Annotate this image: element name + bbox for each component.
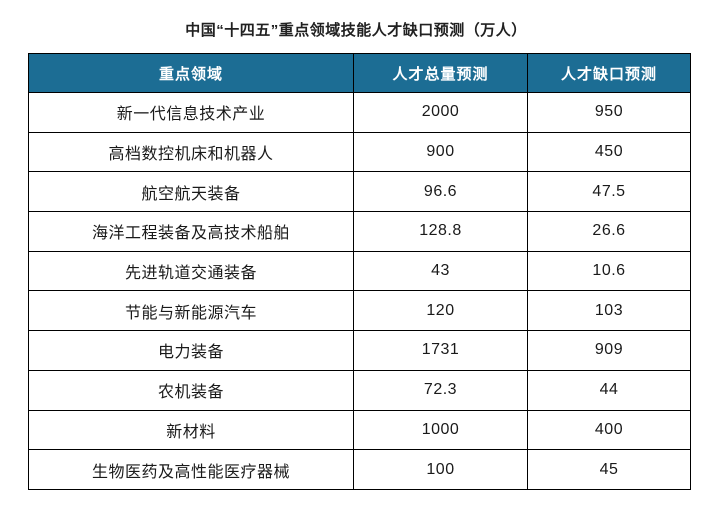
header-cell-total: 人才总量预测 — [353, 53, 528, 93]
cell-gap: 45 — [527, 449, 691, 490]
cell-field: 新一代信息技术产业 — [28, 92, 354, 133]
cell-total: 100 — [353, 449, 528, 490]
cell-field: 海洋工程装备及高技术船舶 — [28, 211, 354, 252]
table-header-row: 重点领域 人才总量预测 人才缺口预测 — [28, 53, 691, 93]
table-row: 高档数控机床和机器人 900 450 — [28, 131, 691, 173]
table-row: 新材料 1000 400 — [28, 409, 691, 451]
table-body: 新一代信息技术产业 2000 950 高档数控机床和机器人 900 450 航空… — [28, 92, 691, 490]
header-cell-gap: 人才缺口预测 — [527, 53, 691, 93]
page-title: 中国“十四五”重点领域技能人才缺口预测（万人） — [185, 22, 527, 39]
cell-field: 农机装备 — [28, 369, 354, 411]
cell-gap: 400 — [527, 409, 691, 451]
cell-gap: 26.6 — [527, 211, 691, 252]
cell-total: 1731 — [353, 330, 528, 371]
cell-total: 96.6 — [353, 171, 528, 213]
cell-total: 900 — [353, 131, 528, 173]
cell-gap: 103 — [527, 290, 691, 332]
header-cell-field: 重点领域 — [28, 53, 354, 93]
table-row: 节能与新能源汽车 120 103 — [28, 290, 691, 332]
cell-field: 新材料 — [28, 409, 354, 451]
cell-gap: 47.5 — [527, 171, 691, 213]
cell-field: 高档数控机床和机器人 — [28, 131, 354, 173]
cell-total: 43 — [353, 250, 528, 292]
table-row: 海洋工程装备及高技术船舶 128.8 26.6 — [28, 211, 691, 252]
table-row: 先进轨道交通装备 43 10.6 — [28, 250, 691, 292]
cell-field: 航空航天装备 — [28, 171, 354, 213]
cell-field: 节能与新能源汽车 — [28, 290, 354, 332]
cell-total: 128.8 — [353, 211, 528, 252]
cell-gap: 10.6 — [527, 250, 691, 292]
table-row: 电力装备 1731 909 — [28, 330, 691, 371]
table-row: 新一代信息技术产业 2000 950 — [28, 92, 691, 133]
table-row: 航空航天装备 96.6 47.5 — [28, 171, 691, 213]
cell-gap: 450 — [527, 131, 691, 173]
cell-field: 先进轨道交通装备 — [28, 250, 354, 292]
cell-gap: 909 — [527, 330, 691, 371]
table-row: 农机装备 72.3 44 — [28, 369, 691, 411]
cell-field: 生物医药及高性能医疗器械 — [28, 449, 354, 490]
cell-total: 72.3 — [353, 369, 528, 411]
cell-total: 1000 — [353, 409, 528, 451]
cell-gap: 44 — [527, 369, 691, 411]
talent-gap-table: 重点领域 人才总量预测 人才缺口预测 新一代信息技术产业 2000 950 高档… — [28, 53, 691, 490]
table-row: 生物医药及高性能医疗器械 100 45 — [28, 449, 691, 490]
cell-total: 2000 — [353, 92, 528, 133]
cell-gap: 950 — [527, 92, 691, 133]
cell-field: 电力装备 — [28, 330, 354, 371]
cell-total: 120 — [353, 290, 528, 332]
